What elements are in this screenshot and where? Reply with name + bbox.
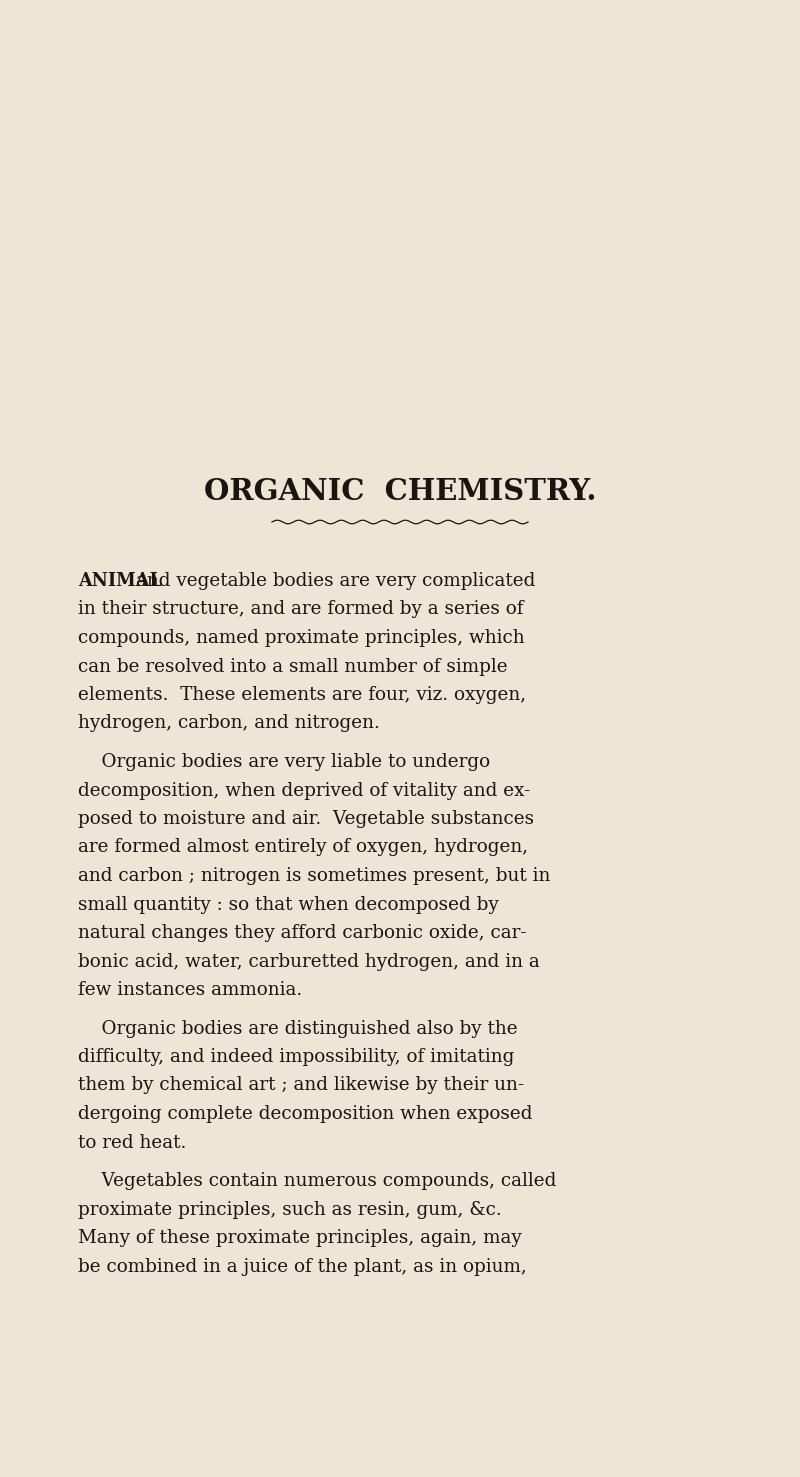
Text: can be resolved into a small number of simple: can be resolved into a small number of s… [78, 657, 508, 675]
Text: posed to moisture and air.  Vegetable substances: posed to moisture and air. Vegetable sub… [78, 809, 534, 829]
Text: Many of these proximate principles, again, may: Many of these proximate principles, agai… [78, 1229, 522, 1247]
Text: compounds, named proximate principles, which: compounds, named proximate principles, w… [78, 629, 525, 647]
Text: and carbon ; nitrogen is sometimes present, but in: and carbon ; nitrogen is sometimes prese… [78, 867, 550, 885]
Text: proximate principles, such as resin, gum, &c.: proximate principles, such as resin, gum… [78, 1201, 502, 1219]
Text: ORGANIC  CHEMISTRY.: ORGANIC CHEMISTRY. [204, 477, 596, 507]
Text: difficulty, and indeed impossibility, of imitating: difficulty, and indeed impossibility, of… [78, 1049, 514, 1066]
Text: in their structure, and are formed by a series of: in their structure, and are formed by a … [78, 601, 523, 619]
Text: and vegetable bodies are very complicated: and vegetable bodies are very complicate… [135, 572, 535, 589]
Text: them by chemical art ; and likewise by their un-: them by chemical art ; and likewise by t… [78, 1077, 524, 1094]
Text: small quantity : so that when decomposed by: small quantity : so that when decomposed… [78, 895, 498, 913]
Text: be combined in a juice of the plant, as in opium,: be combined in a juice of the plant, as … [78, 1257, 526, 1276]
Text: Vegetables contain numerous compounds, called: Vegetables contain numerous compounds, c… [78, 1173, 556, 1190]
Text: elements.  These elements are four, viz. oxygen,: elements. These elements are four, viz. … [78, 685, 526, 705]
Text: hydrogen, carbon, and nitrogen.: hydrogen, carbon, and nitrogen. [78, 715, 380, 733]
Text: decomposition, when deprived of vitality and ex-: decomposition, when deprived of vitality… [78, 781, 530, 799]
Text: few instances ammonia.: few instances ammonia. [78, 981, 302, 998]
Text: natural changes they afford carbonic oxide, car-: natural changes they afford carbonic oxi… [78, 925, 526, 942]
Text: Organic bodies are very liable to undergo: Organic bodies are very liable to underg… [78, 753, 490, 771]
Text: to red heat.: to red heat. [78, 1133, 186, 1152]
Text: dergoing complete decomposition when exposed: dergoing complete decomposition when exp… [78, 1105, 533, 1123]
Text: are formed almost entirely of oxygen, hydrogen,: are formed almost entirely of oxygen, hy… [78, 839, 528, 857]
Text: bonic acid, water, carburetted hydrogen, and in a: bonic acid, water, carburetted hydrogen,… [78, 953, 540, 970]
Text: Organic bodies are distinguished also by the: Organic bodies are distinguished also by… [78, 1019, 518, 1037]
Text: ANIMAL: ANIMAL [78, 572, 162, 589]
